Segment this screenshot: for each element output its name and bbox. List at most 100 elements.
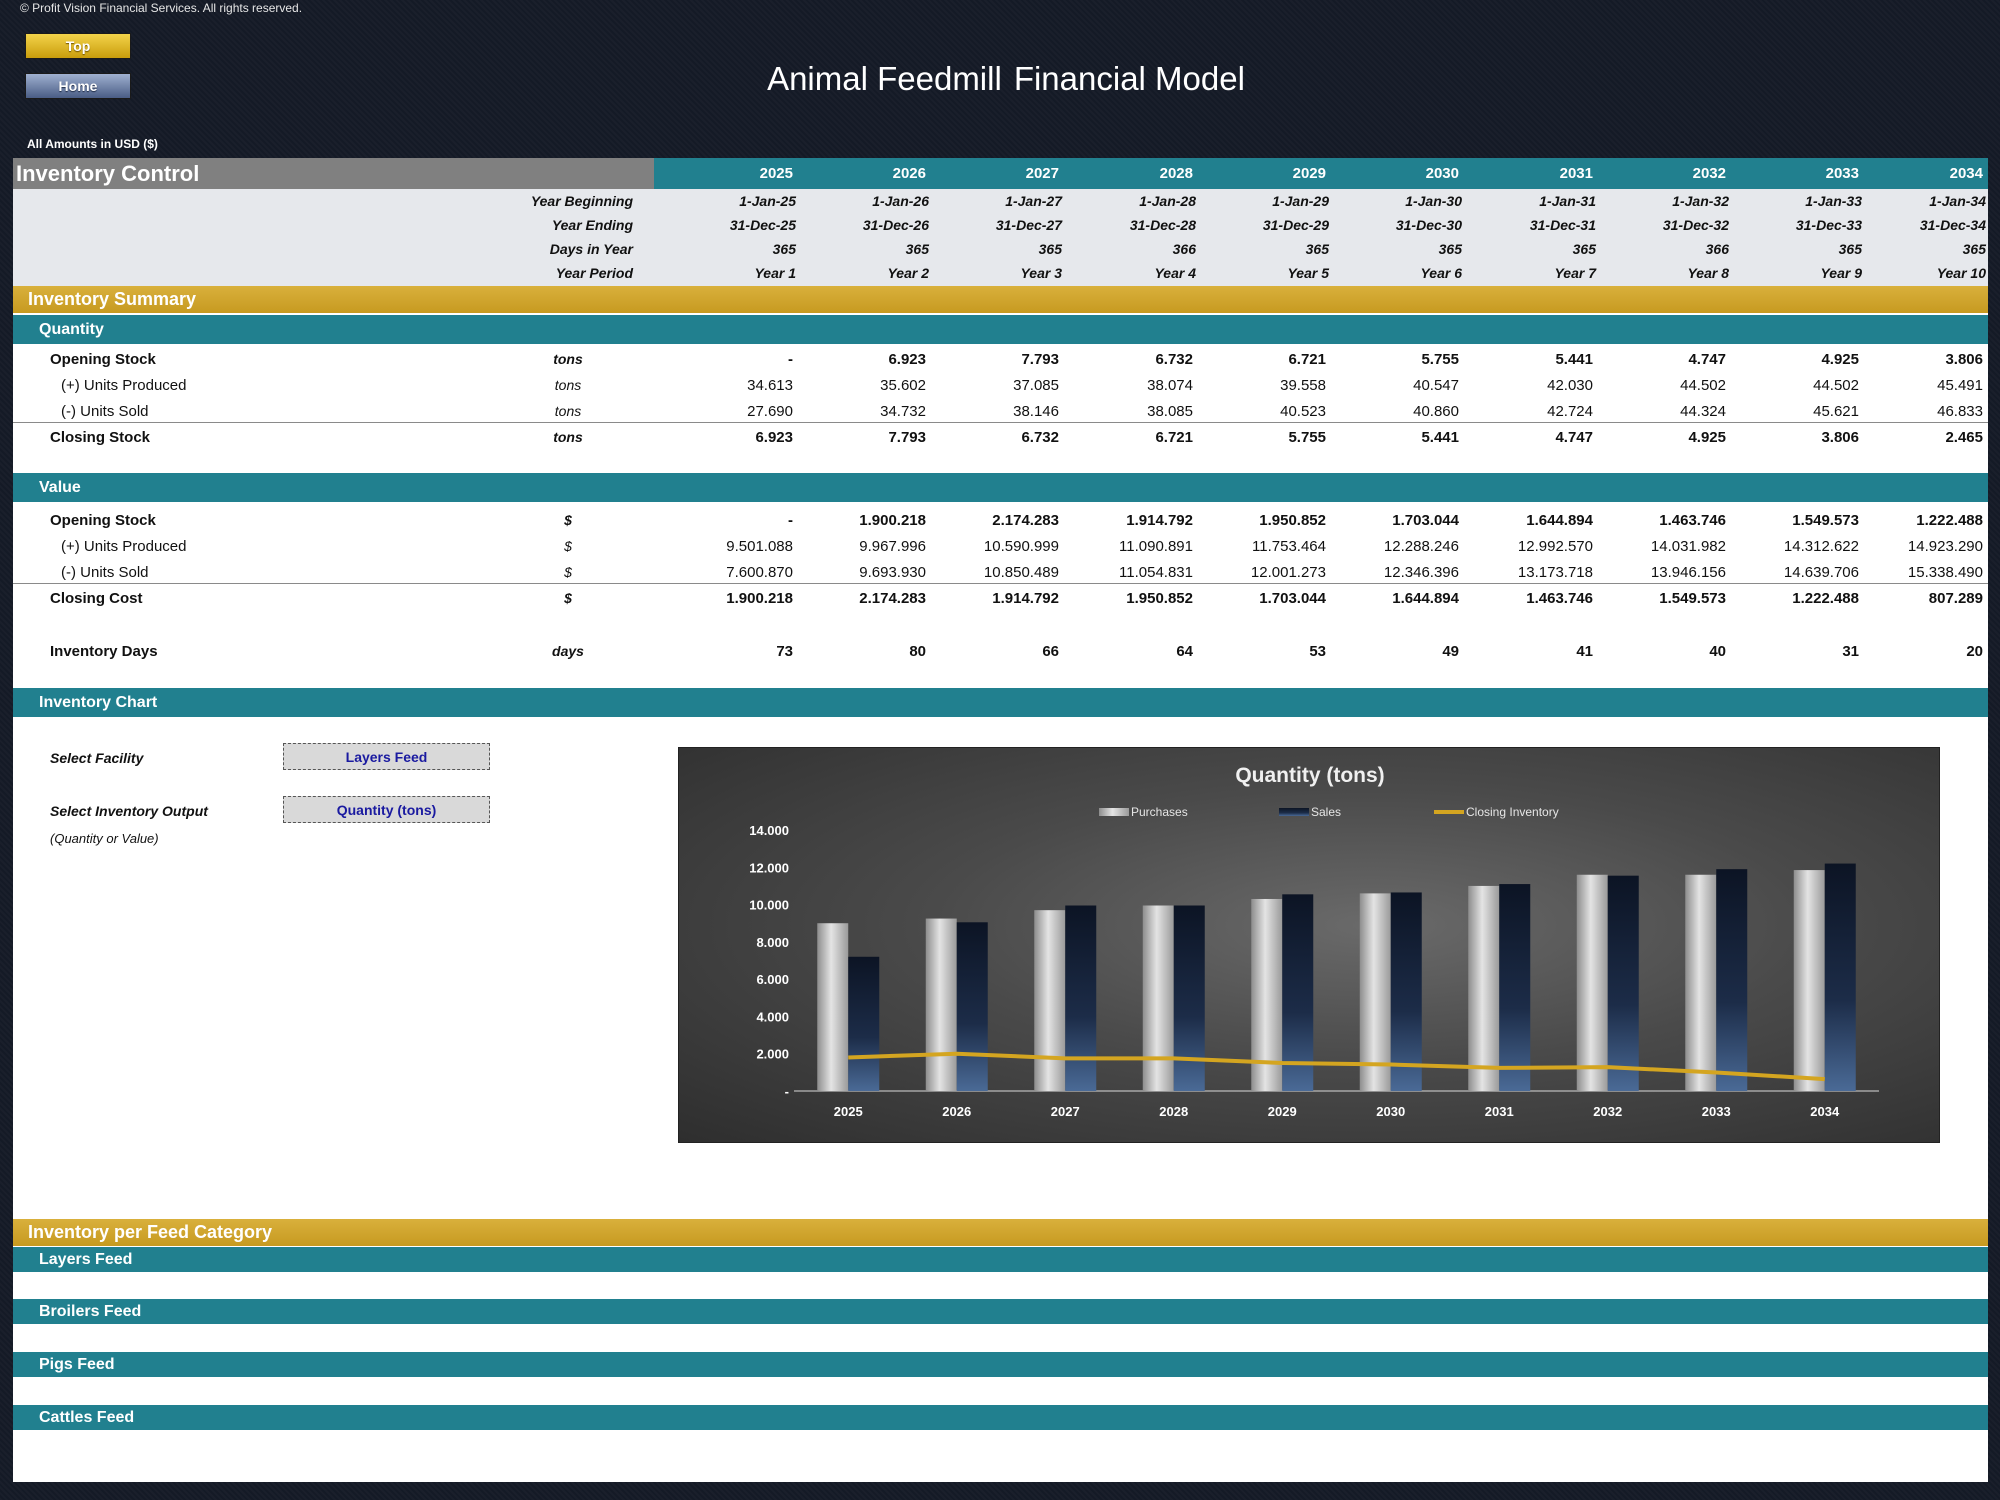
value-cell: 12.288.246 xyxy=(1383,537,1459,555)
timeline-cell: 31-Dec-32 xyxy=(1662,217,1729,233)
sales-bar xyxy=(1499,884,1531,1091)
x-tick-label: 2027 xyxy=(1051,1104,1080,1119)
value-cell: 40.547 xyxy=(1413,376,1459,394)
row-unit: $ xyxy=(564,590,572,606)
value-cell: 6.732 xyxy=(1021,428,1059,446)
value-cell: 10.850.489 xyxy=(983,563,1059,581)
timeline-cell: 1-Jan-32 xyxy=(1672,193,1729,209)
year-beginning-row: Year Beginning 1-Jan-25 1-Jan-26 1-Jan-27 1-… xyxy=(13,189,1988,213)
value-cell: 1.950.852 xyxy=(1259,511,1326,529)
timeline-cell: 366 xyxy=(1172,241,1196,257)
year-header-cell: 2032 xyxy=(1692,165,1726,182)
quantity-produced-row: (+) Units Produced tons 34.613 35.602 37.085… xyxy=(13,372,1988,398)
value-cell: 14.923.290 xyxy=(1907,537,1983,555)
quantity-opening-row: Opening Stock tons - 6.923 7.793 6.732 6.721 5.… xyxy=(13,346,1988,372)
value-cell: 1.950.852 xyxy=(1126,589,1193,607)
value-cell: 1.914.792 xyxy=(992,589,1059,607)
value-opening-row: Opening Stock $ - 1.900.218 2.174.283 1.914.7… xyxy=(13,507,1988,533)
sales-bar xyxy=(1065,905,1097,1091)
value-cell: 64 xyxy=(1176,642,1193,660)
value-sold-row: (-) Units Sold $7.600.870 9.693.930 10.850.… xyxy=(13,559,1988,585)
home-button[interactable]: Home xyxy=(25,73,131,99)
value-cell: 11.090.891 xyxy=(1119,537,1193,555)
timeline-cell: Year 7 xyxy=(1554,265,1596,281)
year-header-row: Inventory Control 2025 2026 2027 2028 2029 20… xyxy=(13,158,1988,189)
inventory-days-row: Inventory Days days 73 80 66 64 53 49 41 40 31 20 xyxy=(13,638,1988,664)
timeline-cell: 366 xyxy=(1705,241,1729,257)
value-cell: 44.502 xyxy=(1813,376,1859,394)
value-cell: - xyxy=(788,511,793,529)
value-cell: 6.923 xyxy=(755,428,793,446)
timeline-cell: 365 xyxy=(905,241,929,257)
value-cell: 14.031.982 xyxy=(1650,537,1726,555)
app-title: Animal Feedmill Financial Model xyxy=(0,60,2000,98)
purchases-bar xyxy=(1793,870,1825,1091)
value-cell: 42.724 xyxy=(1547,402,1593,420)
timeline-cell: 31-Dec-33 xyxy=(1795,217,1862,233)
sales-bar xyxy=(848,956,880,1091)
year-period-row: Year Period Year 1 Year 2 Year 3 Year 4 Year … xyxy=(13,261,1988,285)
timeline-cell: 365 xyxy=(1838,241,1862,257)
value-cell: 9.967.996 xyxy=(859,537,926,555)
x-tick-label: 2025 xyxy=(834,1104,863,1119)
sales-bar xyxy=(1824,863,1856,1091)
value-cell: 53 xyxy=(1309,642,1326,660)
quantity-closing-row: Closing Stock tons 6.923 7.793 6.732 6.721 5.7… xyxy=(13,424,1988,450)
timeline-cell: Year 5 xyxy=(1287,265,1329,281)
row-unit: $ xyxy=(564,512,572,528)
value-cell: 27.690 xyxy=(747,402,793,420)
year-header-cell: 2028 xyxy=(1159,165,1193,182)
app-title-part2: Financial Model xyxy=(1013,60,1245,97)
row-label: Opening Stock xyxy=(50,350,156,368)
timeline-cell: Year 10 xyxy=(1936,265,1986,281)
copyright-notice: © Profit Vision Financial Services. All … xyxy=(20,1,303,15)
row-unit: $ xyxy=(564,538,572,554)
value-cell: 1.222.488 xyxy=(1792,589,1859,607)
value-cell: 44.324 xyxy=(1680,402,1726,420)
value-cell: 12.346.396 xyxy=(1383,563,1459,581)
row-label: (-) Units Sold xyxy=(61,402,149,420)
days-in-year-row: Days in Year 365 365 365 366 365 365 365 366 365 3… xyxy=(13,237,1988,261)
value-cell: 14.639.706 xyxy=(1783,563,1859,581)
timeline-cell: 1-Jan-29 xyxy=(1272,193,1329,209)
category-band-pigs: Pigs Feed xyxy=(13,1352,1988,1377)
y-tick-label: 8.000 xyxy=(756,935,789,950)
timeline-cell: Year 2 xyxy=(887,265,929,281)
value-cell: 37.085 xyxy=(1013,376,1059,394)
output-selector[interactable]: Quantity (tons) xyxy=(283,796,490,823)
closing-inventory-line xyxy=(848,1051,1825,1082)
x-tick-label: 2029 xyxy=(1268,1104,1297,1119)
value-cell: 9.501.088 xyxy=(726,537,793,555)
worksheet: Inventory Control 2025 2026 2027 2028 2029 20… xyxy=(13,158,1988,1482)
top-button[interactable]: Top xyxy=(25,33,131,59)
timeline-cell: 31-Dec-26 xyxy=(862,217,929,233)
value-cell: 38.146 xyxy=(1013,402,1059,420)
value-cell: 4.925 xyxy=(1688,428,1726,446)
sales-bar xyxy=(1716,869,1748,1091)
row-unit: $ xyxy=(564,564,572,580)
timeline-cell: 365 xyxy=(772,241,796,257)
output-hint: (Quantity or Value) xyxy=(50,831,159,846)
row-label: Opening Stock xyxy=(50,511,156,529)
value-cell: 1.914.792 xyxy=(1126,511,1193,529)
value-cell: 10.590.999 xyxy=(983,537,1059,555)
value-cell: 66 xyxy=(1042,642,1059,660)
year-header-cell: 2033 xyxy=(1825,165,1859,182)
facility-selector[interactable]: Layers Feed xyxy=(283,743,490,770)
year-header-cell: 2030 xyxy=(1425,165,1459,182)
value-cell: 1.463.746 xyxy=(1659,511,1726,529)
timeline-cell: 365 xyxy=(1038,241,1062,257)
value-band: Value xyxy=(13,473,1988,502)
y-tick-label: 2.000 xyxy=(756,1047,789,1062)
x-tick-label: 2028 xyxy=(1159,1104,1188,1119)
timeline-cell: Year 8 xyxy=(1687,265,1729,281)
value-cell: 31 xyxy=(1842,642,1859,660)
value-cell: 5.441 xyxy=(1421,428,1459,446)
row-label: Inventory Days xyxy=(50,642,158,660)
timeline-cell: 1-Jan-28 xyxy=(1139,193,1196,209)
timeline-label: Year Period xyxy=(555,265,633,281)
purchases-bar xyxy=(1251,898,1283,1091)
select-facility-label: Select Facility xyxy=(50,750,144,766)
timeline-block: Year Beginning 1-Jan-25 1-Jan-26 1-Jan-27 1-… xyxy=(13,189,1988,286)
x-tick-label: 2026 xyxy=(942,1104,971,1119)
